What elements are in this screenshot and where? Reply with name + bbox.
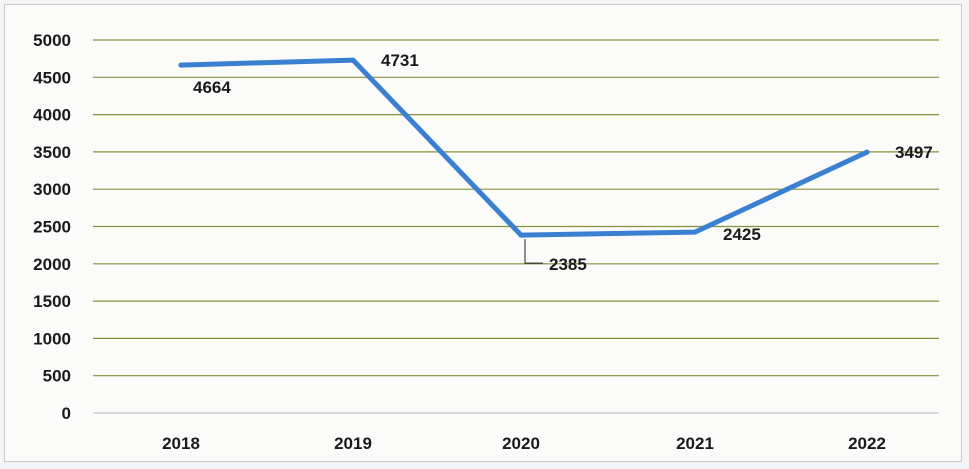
line-chart: 0 500 1000 1500 2000 2500 3000 3500 4000 4500 5000… xyxy=(33,31,939,453)
y-tick-label: 1000 xyxy=(33,329,71,348)
data-label: 4664 xyxy=(193,78,231,97)
data-label: 3497 xyxy=(895,143,933,162)
series-line xyxy=(178,57,870,238)
data-label: 2385 xyxy=(549,255,587,274)
y-tick-label: 3500 xyxy=(33,143,71,162)
y-tick-label: 2500 xyxy=(33,218,71,237)
chart-frame: 0 500 1000 1500 2000 2500 3000 3500 4000 4500 5000… xyxy=(4,4,962,462)
data-point xyxy=(864,149,870,155)
data-point xyxy=(518,232,524,238)
data-label: 4731 xyxy=(381,51,419,70)
data-point xyxy=(692,229,698,235)
x-tick-label: 2020 xyxy=(502,434,540,453)
data-point xyxy=(350,57,356,63)
y-tick-label: 4000 xyxy=(33,106,71,125)
y-tick-label: 0 xyxy=(62,404,71,423)
x-tick-label: 2018 xyxy=(162,434,200,453)
y-tick-label: 4500 xyxy=(33,68,71,87)
y-tick-label: 5000 xyxy=(33,31,71,50)
y-tick-label: 1500 xyxy=(33,292,71,311)
y-tick-label: 500 xyxy=(43,367,71,386)
data-label: 2425 xyxy=(723,225,761,244)
data-point xyxy=(178,62,184,68)
y-tick-label: 2000 xyxy=(33,255,71,274)
data-label-leader xyxy=(524,239,543,264)
x-tick-label: 2021 xyxy=(676,434,714,453)
y-tick-label: 3000 xyxy=(33,180,71,199)
x-tick-label: 2019 xyxy=(334,434,372,453)
x-tick-label: 2022 xyxy=(848,434,886,453)
